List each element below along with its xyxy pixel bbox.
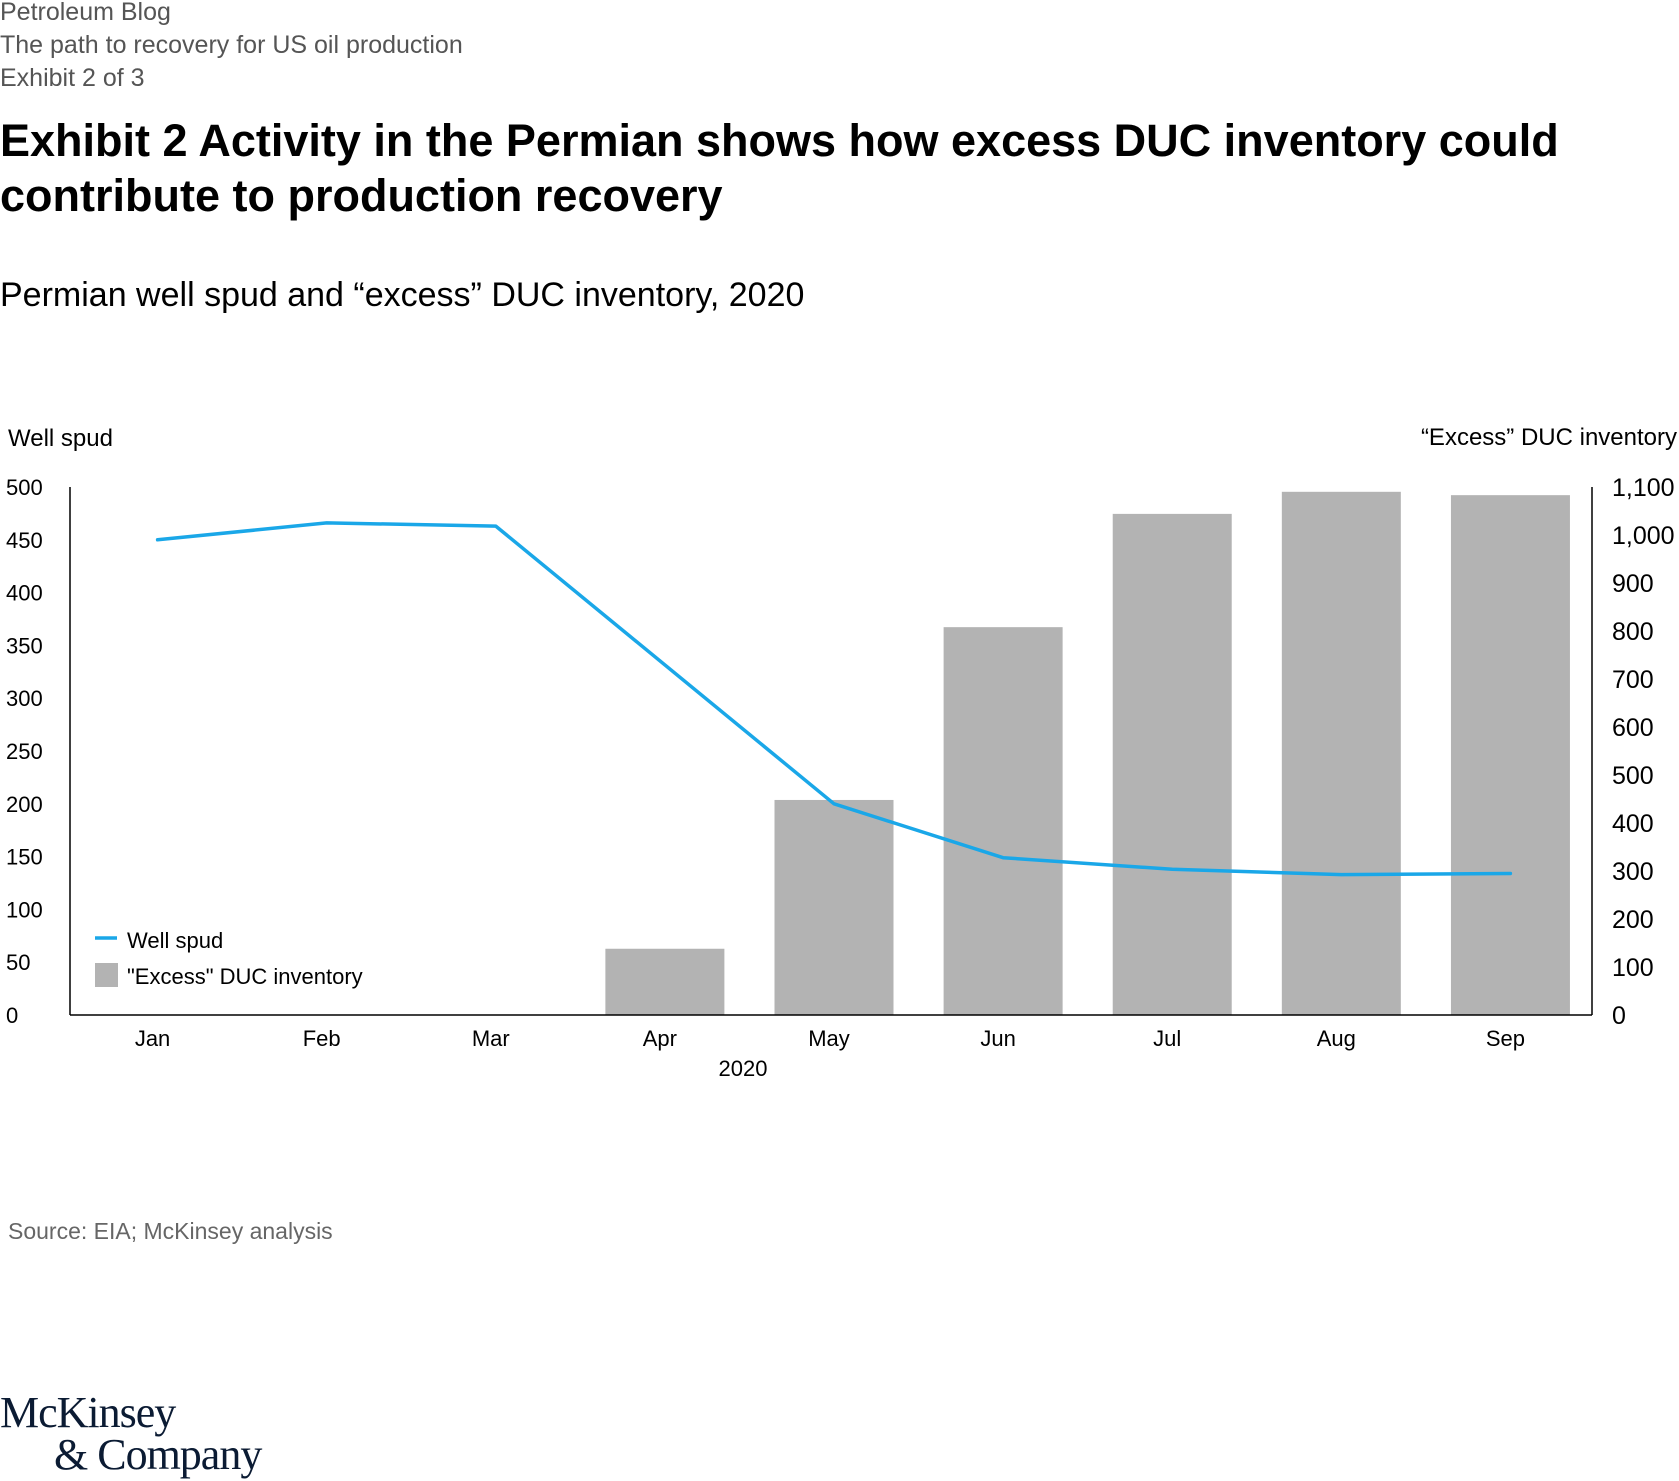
y-left-tick-label: 400 <box>6 581 43 606</box>
duc-bar-jun <box>943 627 1063 1015</box>
y-left-tick-label: 50 <box>6 950 30 975</box>
y-right-tick-label: 800 <box>1612 618 1654 646</box>
x-tick-label: Mar <box>472 1026 510 1051</box>
duc-bar-may <box>774 799 894 1015</box>
mckinsey-logo: McKinsey & Company <box>0 1391 262 1479</box>
y-right-tick-label: 400 <box>1612 810 1654 838</box>
y-left-tick-label: 150 <box>6 845 43 870</box>
y-right-tick-label: 700 <box>1612 666 1654 694</box>
x-tick-label: Jun <box>980 1026 1015 1051</box>
y-left-tick-label: 450 <box>6 528 43 553</box>
x-axis-title: 2020 <box>719 1056 768 1081</box>
legend-label-well-spud: Well spud <box>127 928 223 953</box>
y-right-tick-label: 500 <box>1612 762 1654 790</box>
source-note: Source: EIA; McKinsey analysis <box>8 1218 333 1244</box>
y-right-tick-label: 900 <box>1612 570 1654 598</box>
y-right-tick-label: 300 <box>1612 858 1654 886</box>
y-right-tick-label: 600 <box>1612 714 1654 742</box>
duc-bar-sep <box>1450 495 1570 1015</box>
y-left-axis-title: Well spud <box>8 425 113 452</box>
y-left-tick-label: 250 <box>6 739 43 764</box>
y-left-tick-label: 100 <box>6 897 43 922</box>
y-right-axis-title: “Excess” DUC inventory <box>1421 424 1677 451</box>
chart-subtitle: Permian well spud and “excess” DUC inven… <box>0 276 805 314</box>
y-left-tick-label: 500 <box>6 475 43 500</box>
duc-bar-aug <box>1281 491 1401 1015</box>
x-tick-label: Feb <box>303 1026 341 1051</box>
exhibit-title: Exhibit 2 Activity in the Permian shows … <box>0 115 1559 221</box>
x-tick-label: Jul <box>1153 1026 1181 1051</box>
x-tick-label: May <box>808 1026 850 1051</box>
y-right-tick-label: 200 <box>1612 906 1654 934</box>
x-tick-label: Jan <box>135 1026 170 1051</box>
legend-bar-swatch <box>95 963 118 987</box>
y-right-tick-label: 1,100 <box>1612 474 1675 502</box>
duc-bar-jul <box>1112 513 1232 1015</box>
y-left-tick-label: 0 <box>6 1003 18 1028</box>
chart: 0 50 100 150 200 250 300 350 400 450 500 0 100 200 300… <box>6 424 1677 1081</box>
x-tick-label: Sep <box>1486 1026 1525 1051</box>
y-right-tick-label: 1,000 <box>1612 522 1675 550</box>
logo-line-2: & Company <box>54 1430 262 1479</box>
exhibit-count: Exhibit 2 of 3 <box>0 64 145 92</box>
y-left-tick-label: 200 <box>6 792 43 817</box>
blog-name: Petroleum Blog <box>0 0 171 26</box>
y-right-tick-label: 100 <box>1612 954 1654 982</box>
y-left-tick-label: 350 <box>6 633 43 658</box>
article-title: The path to recovery for US oil producti… <box>0 31 463 59</box>
well-spud-line <box>155 521 1513 877</box>
y-left-tick-label: 300 <box>6 686 43 711</box>
duc-bar-apr <box>605 948 725 1015</box>
y-right-tick-label: 0 <box>1612 1002 1626 1030</box>
logo-line-1: McKinsey <box>0 1388 176 1437</box>
x-tick-label: Apr <box>643 1026 677 1051</box>
legend-label-duc: "Excess" DUC inventory <box>127 964 363 989</box>
x-tick-label: Aug <box>1317 1026 1356 1051</box>
